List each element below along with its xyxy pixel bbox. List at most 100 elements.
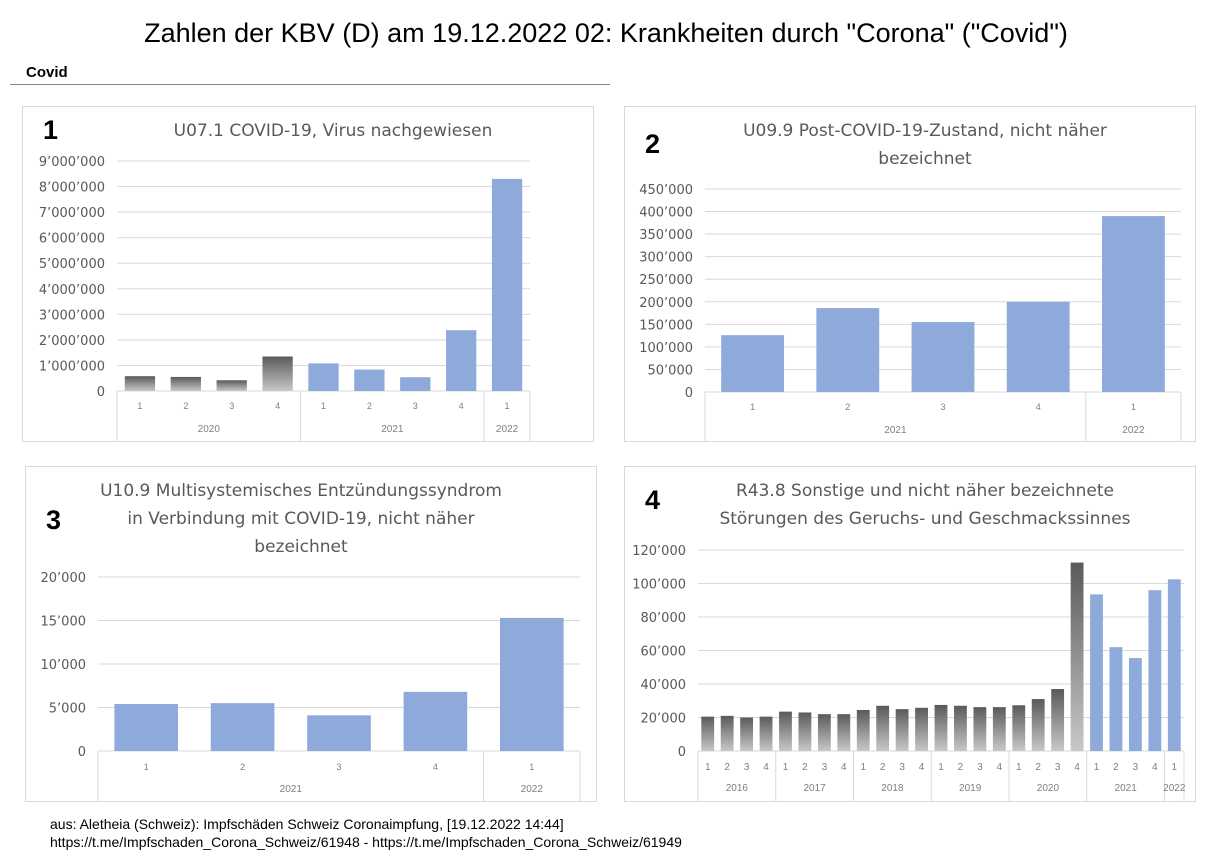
bar <box>816 308 880 392</box>
y-tick-label: 1’000’000 <box>39 359 105 374</box>
x-quarter-label: 4 <box>1036 402 1041 412</box>
y-tick-label: 0 <box>678 745 686 760</box>
x-quarter-label: 1 <box>1171 762 1177 773</box>
x-quarter-label: 3 <box>229 401 234 411</box>
bar <box>779 711 792 751</box>
x-quarter-label: 1 <box>783 762 789 773</box>
x-quarter-label: 3 <box>822 762 828 773</box>
x-quarter-label: 2 <box>880 762 886 773</box>
x-quarter-label: 4 <box>459 401 464 411</box>
bar <box>1167 579 1181 751</box>
bar <box>954 705 967 751</box>
x-quarter-label: 4 <box>433 762 438 772</box>
x-year-label: 2018 <box>881 783 904 794</box>
x-quarter-label: 1 <box>137 401 142 411</box>
x-quarter-label: 4 <box>1074 762 1080 773</box>
x-quarter-label: 3 <box>744 762 750 773</box>
bar <box>308 363 339 391</box>
x-quarter-label: 4 <box>919 762 925 773</box>
bar <box>499 617 564 751</box>
chart-panel-3: 3 U10.9 Multisystemisches Entzündungssynd… <box>25 466 597 802</box>
x-quarter-label: 3 <box>977 762 983 773</box>
y-tick-label: 20’000 <box>41 571 87 586</box>
source-links[interactable]: https://t.me/Impfschaden_Corona_Schweiz/… <box>50 834 682 850</box>
source-footer: aus: Aletheia (Schweiz): Impfschäden Sch… <box>50 815 682 851</box>
bar <box>740 717 754 751</box>
y-tick-label: 250’000 <box>639 273 693 288</box>
bar <box>856 709 870 751</box>
x-quarter-label: 3 <box>1133 762 1139 773</box>
y-tick-label: 20’000 <box>641 712 687 727</box>
chart-title-line: U09.9 Post-COVID-19-Zustand, nicht näher <box>743 121 1107 141</box>
bar <box>1109 647 1123 751</box>
chart-number: 4 <box>645 485 661 515</box>
y-tick-label: 200’000 <box>639 296 693 311</box>
y-tick-label: 350’000 <box>639 228 693 243</box>
x-quarter-label: 4 <box>1152 762 1158 773</box>
bar <box>973 707 987 751</box>
bar-chart: 0 20’000 40’000 60’000 80’000 100’000 120’000 1… <box>632 544 1186 801</box>
y-tick-label: 100’000 <box>639 341 693 356</box>
x-quarter-label: 2 <box>958 762 964 773</box>
x-quarter-label: 1 <box>505 401 510 411</box>
chart-panel-1: 1 U07.1 COVID-19, Virus nachgewiesen 0 1’00… <box>22 106 594 442</box>
x-quarter-label: 2 <box>802 762 808 773</box>
chart-number: 2 <box>645 129 661 159</box>
x-quarter-label: 4 <box>763 762 769 773</box>
x-quarter-label: 2 <box>1035 762 1041 773</box>
page-title: Zahlen der KBV (D) am 19.12.2022 02: Kra… <box>144 18 1068 48</box>
x-year-label: 2020 <box>198 424 221 435</box>
bar <box>491 178 523 391</box>
y-tick-label: 60’000 <box>641 645 687 660</box>
bar <box>1070 562 1084 751</box>
x-quarter-label: 1 <box>750 402 755 412</box>
x-quarter-label: 1 <box>321 401 326 411</box>
x-year-label: 2021 <box>381 424 404 435</box>
y-tick-label: 6’000’000 <box>39 232 105 247</box>
y-tick-label: 120’000 <box>632 544 686 559</box>
bar <box>720 715 734 751</box>
x-year-label: 2022 <box>1122 425 1145 436</box>
x-quarter-label: 1 <box>144 762 149 772</box>
section-divider <box>10 84 610 85</box>
bar <box>124 376 156 391</box>
chart-title-line: R43.8 Sonstige und nicht näher bezeichne… <box>735 481 1115 501</box>
y-tick-label: 8’000’000 <box>39 181 105 196</box>
bar <box>895 709 909 751</box>
x-quarter-label: 3 <box>1055 762 1061 773</box>
y-tick-label: 50’000 <box>648 363 694 378</box>
x-quarter-label: 4 <box>275 401 280 411</box>
x-year-label: 2017 <box>804 783 827 794</box>
x-quarter-label: 2 <box>183 401 188 411</box>
bar <box>1012 705 1026 751</box>
x-quarter-label: 2 <box>240 762 245 772</box>
x-year-label: 2021 <box>280 784 303 795</box>
x-year-label: 2021 <box>884 425 907 436</box>
y-tick-label: 9’000’000 <box>39 155 105 170</box>
section-label: Covid <box>26 64 68 81</box>
x-quarter-label: 1 <box>1131 402 1136 412</box>
bar <box>114 704 179 751</box>
y-tick-label: 0 <box>78 745 86 760</box>
x-quarter-label: 2 <box>845 402 850 412</box>
chart-panel-2: 2 U09.9 Post-COVID-19-Zustand, nicht nähe… <box>624 106 1196 442</box>
bar <box>1128 658 1142 751</box>
x-quarter-label: 1 <box>860 762 866 773</box>
bar <box>1031 699 1045 751</box>
source-line: aus: Aletheia (Schweiz): Impfschäden Sch… <box>50 816 564 832</box>
bar <box>992 707 1006 751</box>
bar <box>837 714 851 751</box>
x-year-label: 2022 <box>496 424 519 435</box>
y-tick-label: 4’000’000 <box>39 283 105 298</box>
x-quarter-label: 2 <box>1113 762 1119 773</box>
x-year-label: 2016 <box>726 783 749 794</box>
bar <box>876 705 890 751</box>
bar <box>1101 216 1165 392</box>
chart-title-line: bezeichnet <box>878 149 972 169</box>
bar <box>934 704 948 751</box>
chart-title-line: in Verbindung mit COVID-19, nicht näher <box>127 509 475 529</box>
y-tick-label: 40’000 <box>641 678 687 693</box>
chart-number: 1 <box>43 115 59 145</box>
x-quarter-label: 3 <box>899 762 905 773</box>
x-quarter-label: 1 <box>1016 762 1022 773</box>
